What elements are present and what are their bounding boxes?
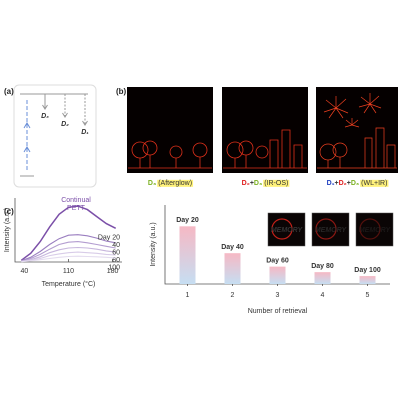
bar bbox=[269, 266, 286, 284]
x-axis-label: Temperature (°C) bbox=[42, 280, 96, 288]
caption: D₁+D₂+D₃ (WL+IR) bbox=[327, 180, 388, 187]
caption-part: (Afterglow) bbox=[158, 180, 192, 187]
highlight bbox=[360, 179, 389, 187]
series-line bbox=[20, 205, 117, 261]
x-tick-label: 180 bbox=[107, 268, 119, 275]
captions: D₃ (Afterglow) D₂+D₃ (IR-OS) D₁+D₂+D₃ (WL+IR) bbox=[148, 179, 389, 187]
caption-part: (IR-OS) bbox=[264, 180, 288, 187]
x-tick-label: 2 bbox=[231, 292, 235, 299]
bar-annotation: Day 40 bbox=[221, 244, 244, 251]
panel-label: (c) bbox=[4, 207, 14, 216]
bar bbox=[224, 253, 241, 284]
inset-image bbox=[355, 212, 394, 247]
caption-part: D₃ bbox=[254, 180, 262, 187]
y-axis-label: Intensity (a.u.) bbox=[150, 222, 157, 266]
inset-text: MEMORY bbox=[359, 227, 392, 234]
x-tick-label: 4 bbox=[321, 292, 325, 299]
caption-part: D₃ bbox=[351, 180, 359, 187]
series-line bbox=[21, 246, 116, 262]
series-line bbox=[21, 251, 116, 262]
series-label: Day 20 bbox=[98, 234, 120, 241]
highlight bbox=[157, 179, 194, 187]
series-line bbox=[21, 241, 116, 262]
bar-annotation: Day 20 bbox=[176, 217, 199, 224]
axes bbox=[14, 198, 122, 263]
arrow-head bbox=[62, 112, 68, 118]
levels: D₃ D₂ D₁ bbox=[41, 94, 89, 136]
series-line bbox=[21, 255, 116, 263]
caption-part: + bbox=[335, 180, 339, 187]
caption-part: D₁ bbox=[327, 180, 335, 187]
panel-label: (a) bbox=[4, 87, 14, 96]
series-label: 40 bbox=[112, 242, 120, 249]
series-label: 60 bbox=[112, 249, 120, 256]
caption-part: + bbox=[347, 180, 351, 187]
caption: D₃ (Afterglow) bbox=[148, 180, 192, 187]
caption-part: D₃ bbox=[148, 180, 156, 187]
highlight bbox=[263, 179, 290, 187]
inset-image bbox=[311, 212, 350, 247]
series-line bbox=[21, 234, 116, 262]
inset-ring bbox=[271, 218, 293, 240]
caption-part: D₂ bbox=[242, 180, 250, 187]
image-wl-ir bbox=[316, 87, 398, 173]
x-tick-label: 3 bbox=[276, 292, 280, 299]
inset-ring bbox=[315, 218, 337, 240]
bar bbox=[314, 272, 331, 284]
series-label: 80 bbox=[112, 257, 120, 264]
image-irr-os bbox=[222, 87, 308, 173]
bar bbox=[359, 276, 376, 284]
bar-chart: 1 Day 20 2 Day 40 3 Day 60 4 Day 80 5 Day 100 Numb… bbox=[150, 205, 394, 315]
caption-part: + bbox=[250, 180, 254, 187]
panel-label: (b) bbox=[116, 87, 127, 96]
x-tick-label: 110 bbox=[63, 268, 74, 275]
image-afterglow bbox=[127, 87, 213, 173]
inset-text: MEMORY bbox=[271, 227, 304, 234]
bar-annotation: Day 60 bbox=[266, 257, 289, 264]
x-tick-label: 5 bbox=[366, 292, 370, 299]
level-label: D₂ bbox=[61, 121, 69, 128]
bar-annotation: Day 100 bbox=[354, 267, 381, 274]
level-label: D₁ bbox=[81, 129, 89, 136]
caption-part: (WL+IR) bbox=[361, 180, 387, 187]
arrow-head bbox=[82, 120, 88, 126]
inset-image bbox=[267, 212, 306, 247]
bar bbox=[179, 226, 196, 284]
inset-ring bbox=[359, 218, 381, 240]
arrow-heads bbox=[23, 122, 31, 153]
series-label: 100 bbox=[108, 264, 120, 271]
panel-box bbox=[13, 84, 97, 188]
y-axis-label: Intensity (a.u.) bbox=[4, 208, 11, 252]
level-label: D₃ bbox=[41, 113, 49, 120]
x-tick-label: 40 bbox=[21, 268, 29, 275]
arrow-head bbox=[42, 104, 48, 110]
inset-text: MEMORY bbox=[315, 227, 348, 234]
caption-part: D₂ bbox=[339, 180, 347, 187]
bar-annotation: Day 80 bbox=[311, 263, 334, 270]
x-tick-label: 1 bbox=[186, 292, 190, 299]
caption: D₂+D₃ (IR-OS) bbox=[242, 180, 289, 187]
x-axis-label: Number of retrieval bbox=[248, 308, 308, 315]
series-label: Continual PETT bbox=[61, 197, 91, 212]
line-chart: 40 110 180 Temperature (°C) Intensity (a.u.)… bbox=[4, 198, 122, 288]
